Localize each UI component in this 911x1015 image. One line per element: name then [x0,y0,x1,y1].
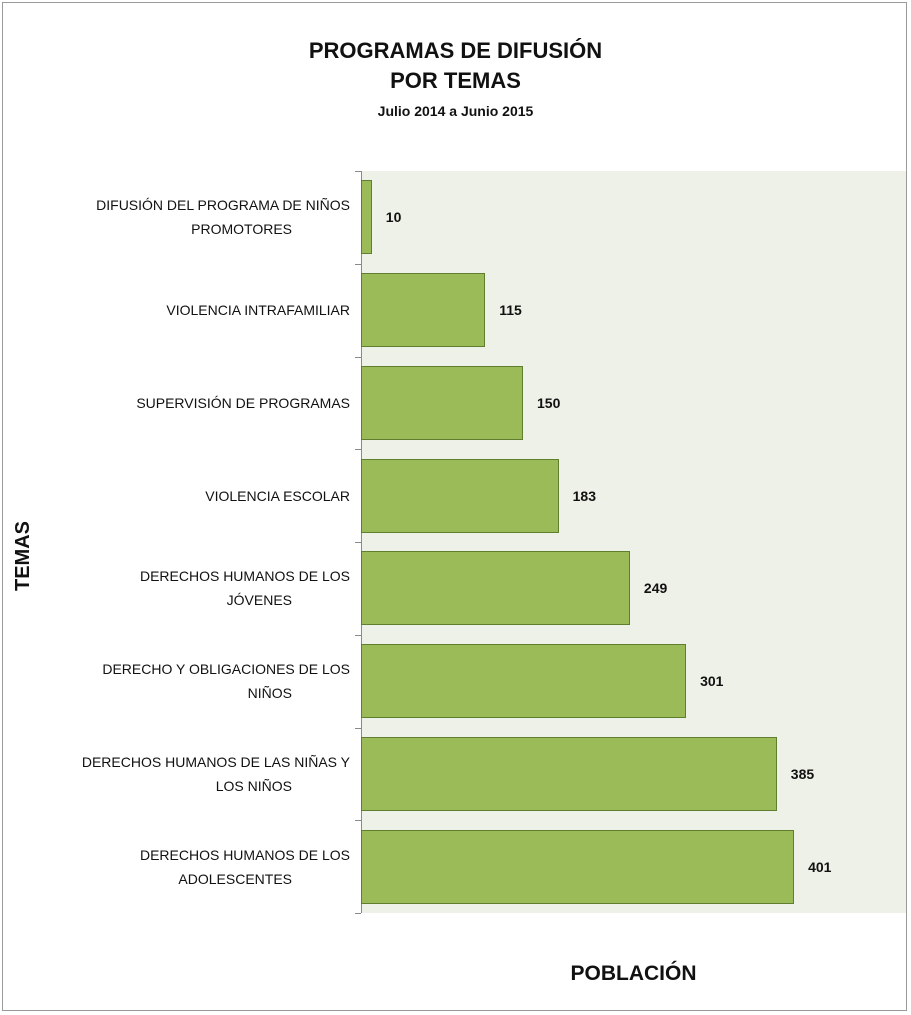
bar [361,736,777,811]
category-label-line: DERECHO Y OBLIGACIONES DE LOS [102,661,350,678]
y-axis-line [361,171,362,913]
category-label: SUPERVISIÓN DE PROGRAMAS [14,391,350,415]
y-axis-tick [355,449,361,451]
bar [361,273,486,348]
y-axis-tick [355,820,361,822]
y-axis-tick [355,356,361,358]
category-label-line: LOS NIÑOS [215,777,292,794]
category-label: DERECHO Y OBLIGACIONES DE LOS NIÑOS [14,657,350,705]
y-axis-title: TEMAS [12,521,34,591]
bar-value-label: 10 [385,209,402,226]
y-axis-tick [355,727,361,729]
chart-title-line-1: PROGRAMAS DE DIFUSIÓN [308,38,603,63]
y-axis-tick [355,542,361,543]
bar [361,829,795,904]
bar-value-label: 249 [643,580,668,597]
bar-value-label: 301 [700,673,724,690]
chart-subtitle: Julio 2014 a Junio 2015 [377,103,534,119]
category-label-line: ADOLESCENTES [178,870,292,887]
y-axis-tick [355,171,361,172]
bar [361,180,372,255]
y-axis-tick [355,263,361,265]
bar-value-label: 385 [790,765,815,782]
category-label-line: VIOLENCIA INTRAFAMILIAR [166,302,350,319]
category-label-line: NIÑOS [247,685,292,702]
category-label-line: SUPERVISIÓN DE PROGRAMAS [136,394,350,411]
category-label: DERECHOS HUMANOS DE LOS ADOLESCENTES [14,843,350,891]
bar-value-label: 115 [499,302,522,319]
bar-value-label: 183 [572,487,596,504]
chart-title-line-2: POR TEMAS [390,68,521,93]
category-label-line: JÓVENES [226,592,292,609]
category-label-line: PROMOTORES [191,221,292,238]
bar [361,458,559,533]
bar [361,551,630,626]
category-label: VIOLENCIA INTRAFAMILIAR [14,298,350,322]
x-axis-title: POBLACIÓN [570,962,697,985]
category-label-line: DERECHOS HUMANOS DE LOS [139,846,350,863]
category-label-line: DERECHOS HUMANOS DE LOS [139,568,350,585]
chart-title-block: PROGRAMAS DE DIFUSIÓN POR TEMAS Julio 20… [0,36,911,122]
category-label: DERECHOS HUMANOS DE LAS NIÑAS Y LOS NIÑOS [14,750,350,798]
category-label: DERECHOS HUMANOS DE LOS JÓVENES [14,564,350,612]
category-label-line: DERECHOS HUMANOS DE LAS NIÑAS Y [81,753,350,770]
category-label: VIOLENCIA ESCOLAR [14,484,350,508]
bar [361,644,687,719]
category-label-line: DIFUSIÓN DEL PROGRAMA DE NIÑOS [96,197,350,214]
bar-value-label: 401 [808,858,832,875]
category-label: DIFUSIÓN DEL PROGRAMA DE NIÑOS PROMOTORES [14,193,350,241]
bar-value-label: 150 [537,394,561,411]
category-label-line: VIOLENCIA ESCOLAR [205,487,350,504]
y-axis-tick [355,913,361,914]
y-axis-tick [355,634,361,636]
bar [361,365,523,440]
